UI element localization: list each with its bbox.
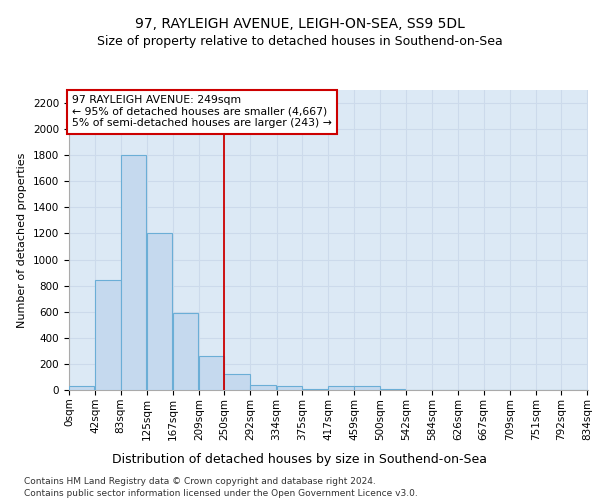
Text: 97, RAYLEIGH AVENUE, LEIGH-ON-SEA, SS9 5DL: 97, RAYLEIGH AVENUE, LEIGH-ON-SEA, SS9 5… <box>135 18 465 32</box>
Bar <box>69 386 94 390</box>
Text: Size of property relative to detached houses in Southend-on-Sea: Size of property relative to detached ho… <box>97 35 503 48</box>
Bar <box>173 313 198 390</box>
Text: Contains public sector information licensed under the Open Government Licence v3: Contains public sector information licen… <box>24 489 418 498</box>
Bar <box>277 386 302 390</box>
Bar <box>328 386 353 390</box>
Bar <box>224 374 250 390</box>
Bar <box>95 280 121 390</box>
Bar <box>121 155 146 390</box>
Text: 97 RAYLEIGH AVENUE: 249sqm
← 95% of detached houses are smaller (4,667)
5% of se: 97 RAYLEIGH AVENUE: 249sqm ← 95% of deta… <box>72 95 332 128</box>
Bar <box>146 234 172 390</box>
Bar <box>199 356 224 390</box>
Text: Distribution of detached houses by size in Southend-on-Sea: Distribution of detached houses by size … <box>113 452 487 466</box>
Bar <box>354 386 380 390</box>
Bar <box>250 385 276 390</box>
Y-axis label: Number of detached properties: Number of detached properties <box>17 152 28 328</box>
Text: Contains HM Land Registry data © Crown copyright and database right 2024.: Contains HM Land Registry data © Crown c… <box>24 478 376 486</box>
